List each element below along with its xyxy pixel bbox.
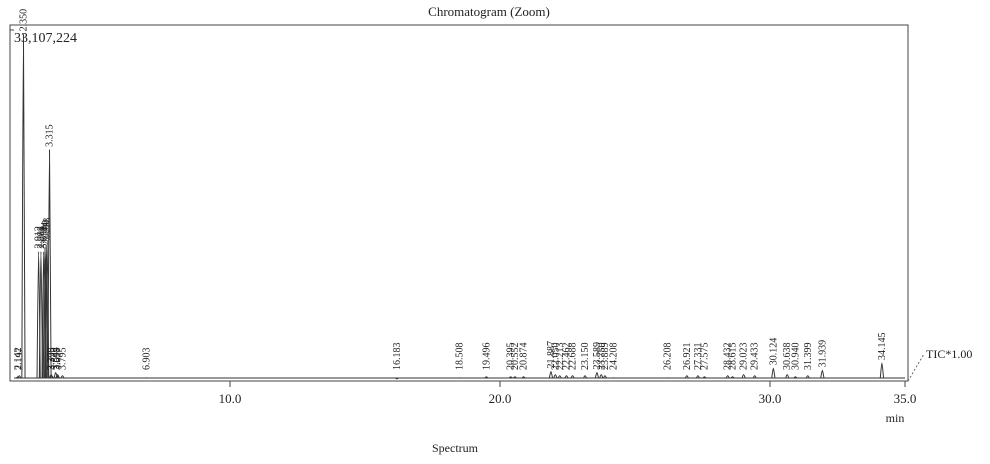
peak-label: 31.399 <box>803 343 814 371</box>
x-tick-label: 20.0 <box>489 391 512 406</box>
peak-label: 26.208 <box>663 343 674 371</box>
peak-label: 23.150 <box>580 343 591 371</box>
footer-label: Spectrum <box>432 441 479 455</box>
x-tick-label: 35.0 <box>894 391 917 406</box>
peak-label: 3.795 <box>57 348 68 371</box>
peak-label: 19.496 <box>481 343 492 370</box>
peak-label: 18.508 <box>455 343 466 371</box>
peak <box>772 368 775 378</box>
peak-label: 6.903 <box>141 348 152 371</box>
peak <box>48 150 51 378</box>
plot-frame <box>10 25 908 381</box>
trace-label-leader <box>908 354 924 381</box>
peak-label: 20.874 <box>519 343 530 371</box>
peak <box>22 34 25 378</box>
chart-title: Chromatogram (Zoom) <box>428 4 550 19</box>
peak <box>554 375 557 378</box>
peak-label: 3.228 <box>42 218 53 241</box>
peak-label: 31.939 <box>817 340 828 368</box>
peak-label: 29.433 <box>750 343 761 371</box>
peak-label: 29.023 <box>739 343 750 371</box>
peak-label: 22.688 <box>568 343 579 371</box>
peak <box>821 370 824 378</box>
peak-label: 26.921 <box>682 343 693 371</box>
peak-label: 16.183 <box>392 343 403 371</box>
peak-label: 30.124 <box>768 338 779 366</box>
peak-label: 3.315 <box>45 124 56 147</box>
peak-label: 34.145 <box>877 332 888 360</box>
peak-label: 27.575 <box>700 343 711 371</box>
x-tick-label: 30.0 <box>759 391 782 406</box>
peak-label: 2.350 <box>18 9 29 32</box>
peak-label: 2.197 <box>14 348 25 371</box>
peak <box>549 371 552 378</box>
peak <box>880 363 883 378</box>
peak-label: 28.615 <box>728 343 739 371</box>
trace-label: TIC*1.00 <box>926 347 972 361</box>
peak <box>742 375 745 378</box>
peak-label: 30.940 <box>790 343 801 371</box>
peak-label: 24.208 <box>609 343 620 371</box>
x-tick-label: 10.0 <box>219 391 242 406</box>
x-axis-label: min <box>886 411 905 425</box>
peak <box>600 375 603 378</box>
peak <box>595 373 598 378</box>
peak <box>786 375 789 378</box>
